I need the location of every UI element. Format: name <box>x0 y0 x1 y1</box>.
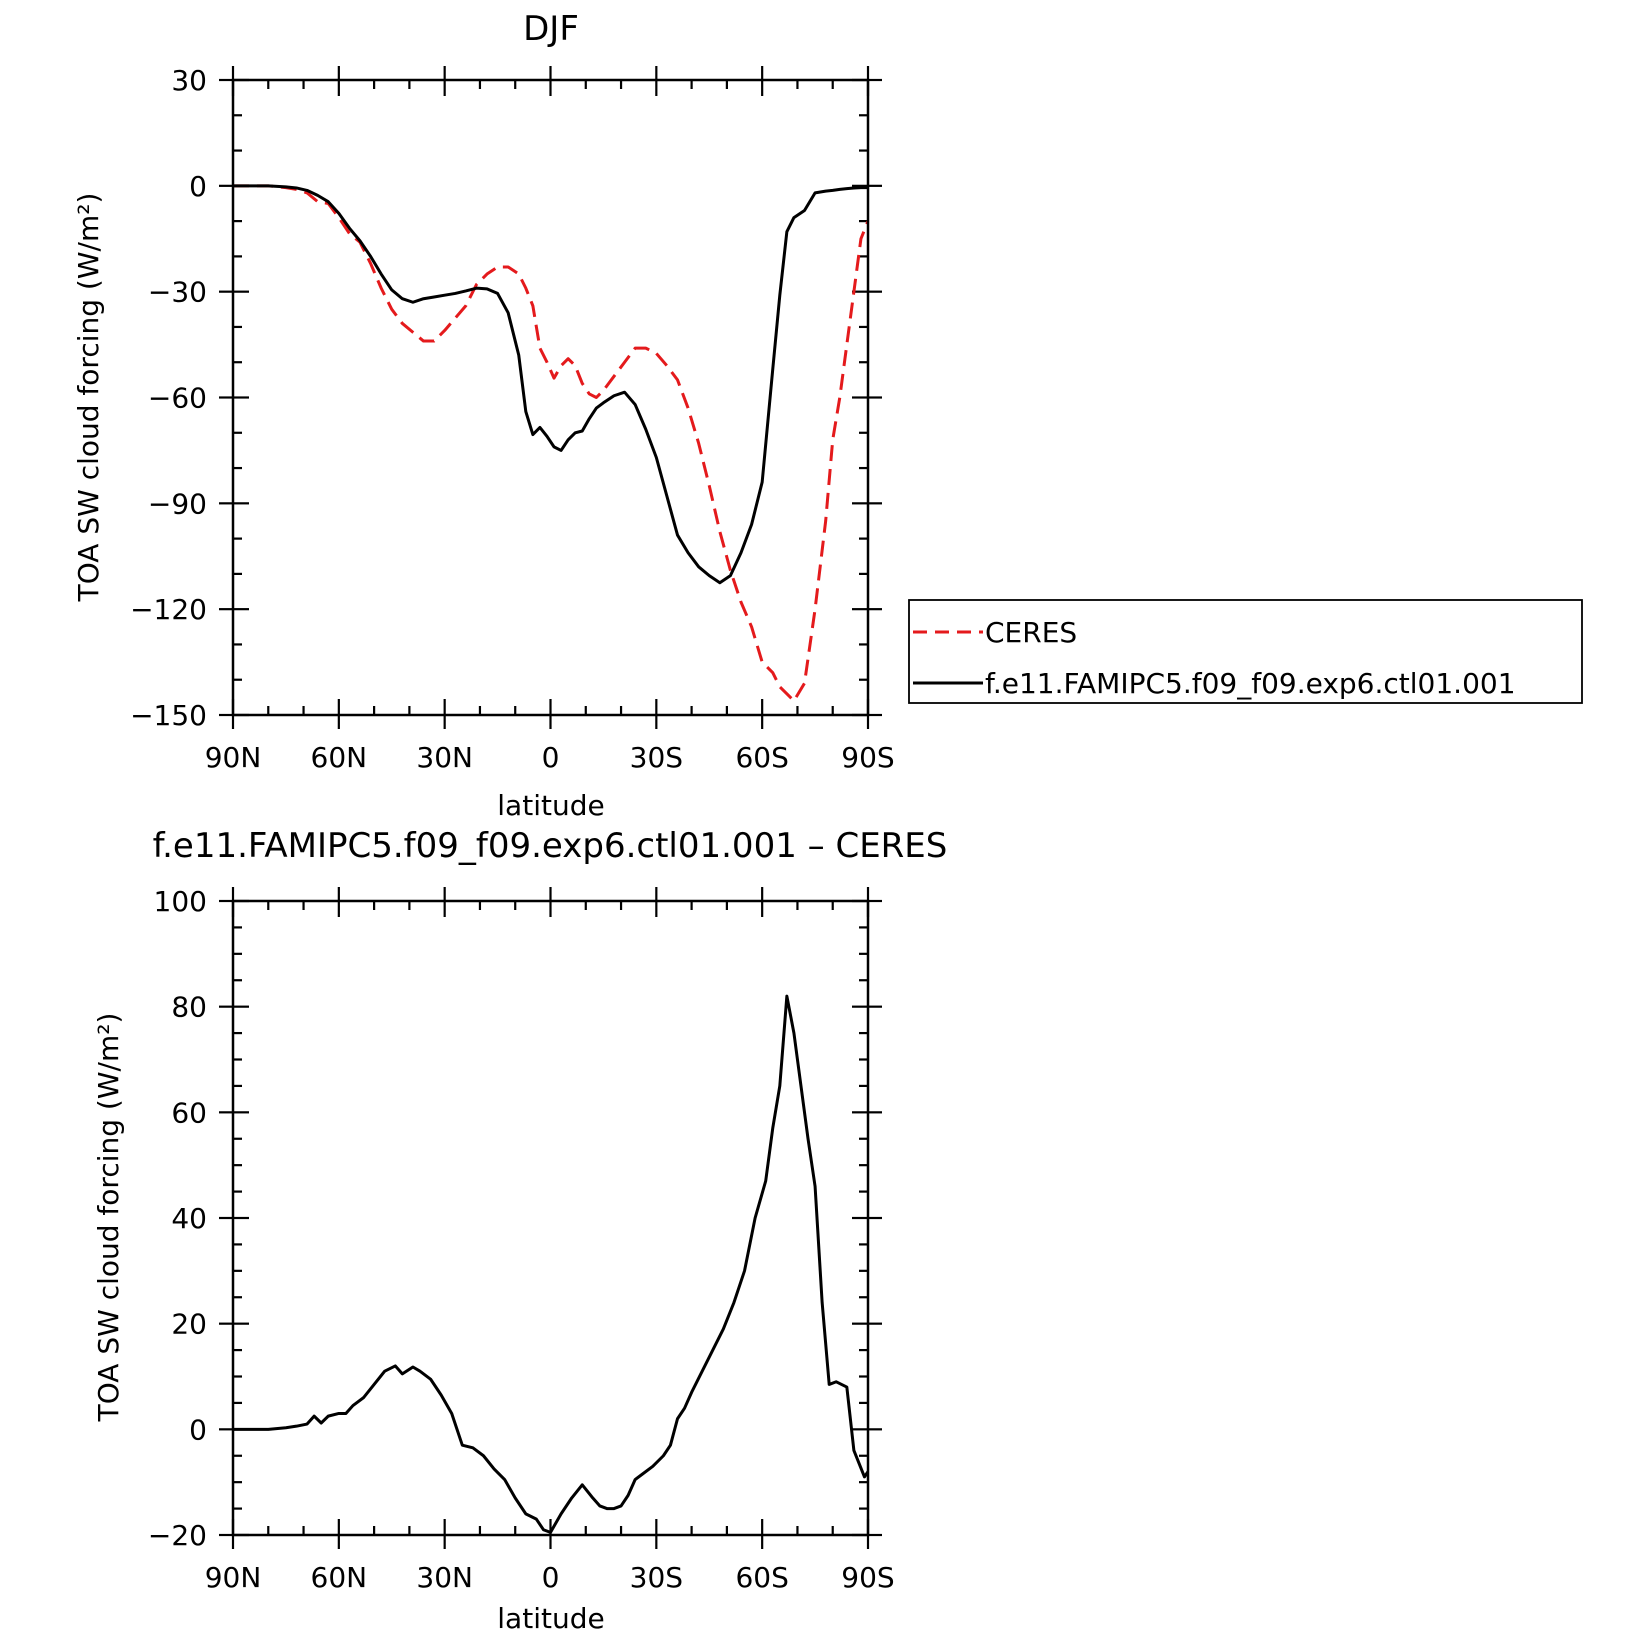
bottom-y-tick-label: 0 <box>189 1413 207 1446</box>
bottom-x-tick-label: 60N <box>311 1561 368 1594</box>
bottom-y-tick-label: 40 <box>171 1202 207 1235</box>
legend: CERES f.e11.FAMIPC5.f09_f09.exp6.ctl01.0… <box>908 599 1583 704</box>
bottom-series-line-0 <box>233 994 868 1534</box>
bottom-y-axis-label: TOA SW cloud forcing (W/m²) <box>92 1013 125 1423</box>
legend-entry-model: f.e11.FAMIPC5.f09_f09.exp6.ctl01.001 <box>985 667 1516 700</box>
bottom-y-tick-label: 80 <box>171 991 207 1024</box>
bottom-plot-area <box>233 994 868 1534</box>
bottom-x-tick-label: 60S <box>735 1561 788 1594</box>
top-x-tick-label: 30S <box>630 741 683 774</box>
top-x-tick-label: 90N <box>205 741 262 774</box>
top-y-tick-label: −120 <box>130 593 207 626</box>
legend-box <box>908 599 1583 704</box>
top-x-axis-label: latitude <box>497 789 604 822</box>
top-y-tick-label: −60 <box>148 382 207 415</box>
top-axis-ticks: 90N 60N 30N 0 30S 60S 90S 30 0 −30 −60 −90 −120 −150 <box>130 64 895 774</box>
top-y-tick-label: −30 <box>148 276 207 309</box>
bottom-x-tick-label: 90S <box>841 1561 894 1594</box>
top-x-tick-label: 0 <box>542 741 560 774</box>
top-x-tick-label: 60N <box>311 741 368 774</box>
top-y-tick-label: −90 <box>148 487 207 520</box>
bottom-x-axis-label: latitude <box>497 1602 604 1635</box>
top-x-tick-label: 30N <box>416 741 473 774</box>
top-plot-area <box>233 184 868 703</box>
top-x-tick-label: 60S <box>735 741 788 774</box>
bottom-x-tick-label: 30S <box>630 1561 683 1594</box>
top-y-axis-label: TOA SW cloud forcing (W/m²) <box>72 193 105 603</box>
top-y-tick-label: 30 <box>171 64 207 97</box>
bottom-y-tick-label: 60 <box>171 1096 207 1129</box>
bottom-panel-title: f.e11.FAMIPC5.f09_f09.exp6.ctl01.001 – C… <box>153 826 948 866</box>
top-panel: DJF 90N 60N 30N 0 30S 60S 90S 30 0 −30 −60 −90 −120 −… <box>72 9 1583 822</box>
top-panel-title: DJF <box>523 9 579 49</box>
top-series-line-1 <box>233 184 868 585</box>
legend-entry-ceres: CERES <box>985 616 1077 649</box>
top-x-tick-label: 90S <box>841 741 894 774</box>
top-plot-frame <box>231 78 870 717</box>
top-y-tick-label: −150 <box>130 699 207 732</box>
bottom-panel: f.e11.FAMIPC5.f09_f09.exp6.ctl01.001 – C… <box>92 826 947 1635</box>
bottom-x-tick-label: 90N <box>205 1561 262 1594</box>
bottom-y-tick-label: 20 <box>171 1308 207 1341</box>
bottom-y-tick-label: −20 <box>148 1519 207 1552</box>
bottom-plot-frame <box>231 899 870 1537</box>
bottom-y-tick-label: 100 <box>154 885 207 918</box>
bottom-x-tick-label: 30N <box>416 1561 473 1594</box>
bottom-x-tick-label: 0 <box>542 1561 560 1594</box>
bottom-axis-ticks: 90N 60N 30N 0 30S 60S 90S 100 80 60 40 20 0 −20 <box>148 885 895 1594</box>
top-series-line-0 <box>233 184 868 703</box>
top-y-tick-label: 0 <box>189 170 207 203</box>
